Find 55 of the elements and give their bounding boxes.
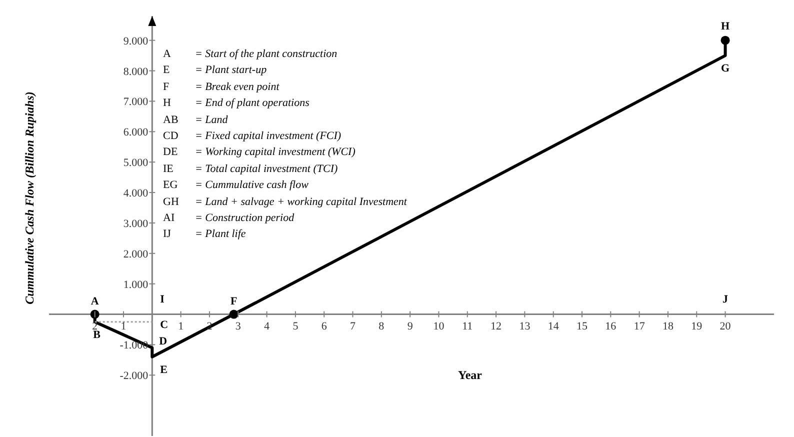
x-tick-label: 7 — [350, 320, 356, 332]
text: AB = Land — [163, 114, 228, 126]
y-tick-label: -2.000 — [120, 370, 149, 382]
annotation: B — [93, 328, 102, 341]
x-tick-label: 16 — [605, 320, 617, 332]
y-tick-label: -1.000 — [120, 340, 149, 352]
x-tick-label: 13 — [519, 320, 531, 332]
x-tick-label: 11 — [462, 320, 473, 332]
text: A = Start of the plant construction — [163, 48, 338, 60]
x-tick-label: 1 — [120, 320, 126, 332]
text: F = Break even point — [163, 80, 280, 93]
x-tick-label: 5 — [292, 320, 299, 332]
y-tick-label: 5.000 — [123, 157, 149, 170]
x-tick-label: 15 — [576, 320, 588, 332]
x-tick-label: 14 — [548, 320, 560, 332]
x-tick-label: 9 — [407, 320, 414, 332]
x-tick-label: 1 — [178, 320, 184, 332]
x-axis-title: Year — [458, 368, 482, 384]
x-tick-label: 18 — [662, 320, 674, 332]
x-tick-label: 6 — [321, 320, 328, 332]
text: CD = Fixed capital investment (FCI) — [163, 130, 342, 142]
text: IJ = Plant life — [163, 228, 246, 240]
x-tick-label: 17 — [634, 320, 646, 332]
text: H = End of plant operations — [163, 97, 310, 110]
annotation: J — [722, 293, 729, 306]
annotation: A — [90, 295, 99, 308]
x-tick-label: 3 — [235, 320, 242, 332]
y-tick-label: 3.000 — [123, 218, 149, 230]
x-tick-label: 20 — [720, 320, 732, 332]
y-tick-label: 6.000 — [123, 126, 149, 139]
x-tick-label: 10 — [433, 320, 445, 332]
y-tick-label: 8.000 — [123, 66, 149, 78]
y-tick-label: 7.000 — [123, 96, 149, 108]
x-tick-label: 8 — [378, 320, 385, 332]
text: DE = Working capital investment (WCI) — [163, 146, 356, 158]
text: E = Plant start-up — [163, 64, 267, 76]
x-tick-label: 4 — [264, 320, 270, 332]
x-tick-label: 19 — [691, 320, 703, 332]
annotation: I — [160, 293, 164, 306]
x-tick-label: 12 — [490, 320, 502, 332]
annotation: G — [721, 62, 730, 75]
y-axis-title: Cummulative Cash Flow (Billion Rupiahs) — [22, 92, 38, 304]
annotation: D — [159, 336, 168, 348]
text: GH = Land + salvage + working capital Investment — [163, 196, 407, 208]
text: AI = Construction period — [163, 212, 294, 224]
text: IE = Total capital investment (TCI) — [163, 162, 338, 175]
annotation: C — [160, 318, 168, 331]
y-tick-label: 9.000 — [123, 35, 149, 48]
y-tick-label: 2.000 — [123, 248, 149, 260]
text: EG = Cummulative cash flow — [163, 179, 308, 192]
annotation: H — [721, 20, 730, 32]
annotation: E — [160, 364, 168, 376]
y-tick-label: 1.000 — [123, 278, 149, 291]
y-tick-label: 4.000 — [123, 188, 149, 200]
annotation: F — [230, 295, 238, 308]
